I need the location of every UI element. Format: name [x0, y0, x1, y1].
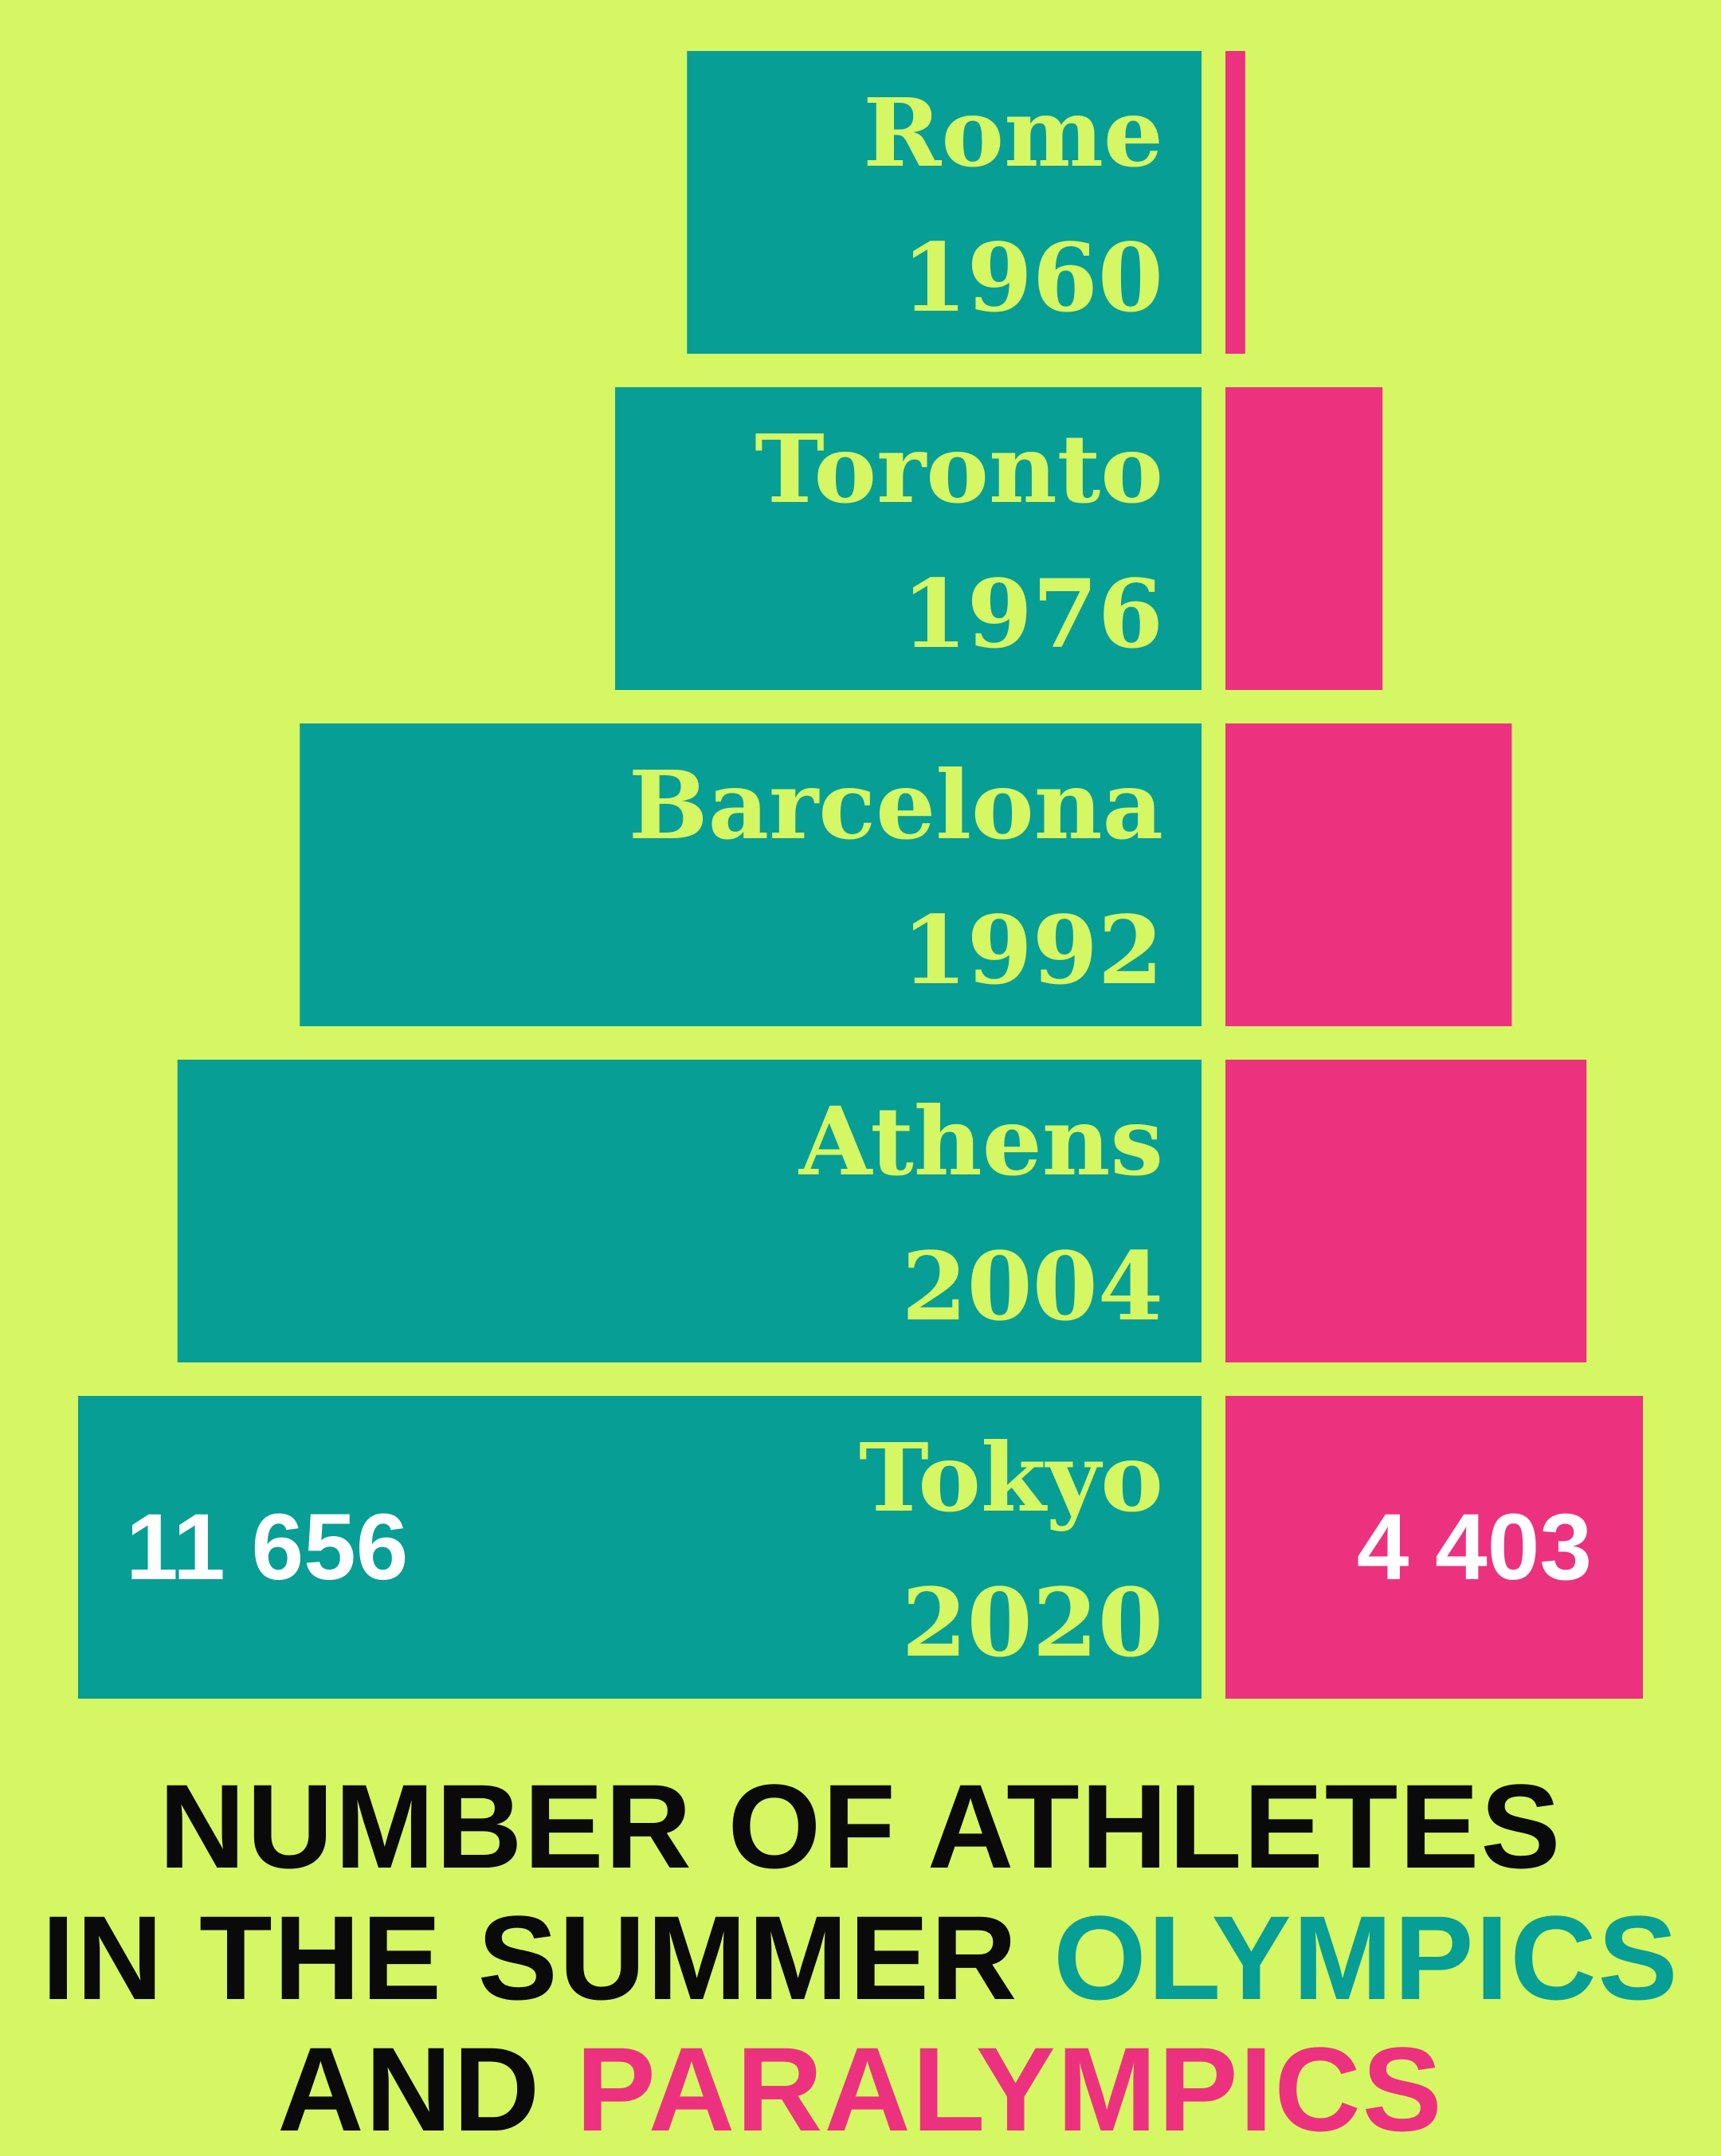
year-label-tokyo: 2020	[902, 1567, 1163, 1678]
paralympics-bar-barcelona	[1225, 723, 1512, 1026]
year-label-rome: 1960	[902, 222, 1163, 333]
olympics-bar-toronto	[615, 387, 1202, 690]
olympics-bar-athens	[177, 1060, 1202, 1362]
athletes-chart: Rome 1960 Toronto 1976 Barcelona 1992 Athens 20…	[78, 51, 1643, 1699]
paralympics-bar-rome	[1225, 51, 1245, 354]
city-label-rome: Rome	[863, 77, 1163, 188]
paralympics-bar-toronto	[1225, 387, 1383, 690]
paralympics-value-label: 4 403	[1357, 1495, 1592, 1600]
title-line-3-prefix: AND	[277, 2022, 576, 2156]
olympics-value-label: 11 656	[126, 1495, 408, 1600]
year-label-barcelona: 1992	[902, 895, 1163, 1005]
year-label-athens: 2004	[902, 1231, 1163, 1342]
olympics-bar-barcelona	[300, 723, 1202, 1026]
city-label-barcelona: Barcelona	[629, 750, 1163, 860]
city-label-athens: Athens	[798, 1086, 1163, 1197]
title-line-1: NUMBER OF ATHLETES	[159, 1759, 1562, 1893]
title-olympics-word: OLYMPICS	[1053, 1891, 1680, 2025]
olympics-bar-tokyo	[78, 1396, 1202, 1699]
title-line-3: AND PARALYMPICS	[0, 2024, 1721, 2155]
title-line-2: IN THE SUMMER OLYMPICS	[0, 1892, 1721, 2024]
paralympics-bar-athens	[1225, 1060, 1587, 1362]
year-label-toronto: 1976	[902, 559, 1163, 669]
title-line-2-prefix: IN THE SUMMER	[41, 1891, 1054, 2025]
city-label-tokyo: Tokyo	[859, 1422, 1163, 1533]
title-paralympics-word: PARALYMPICS	[575, 2022, 1444, 2156]
paralympics-bar-tokyo	[1225, 1396, 1643, 1699]
chart-title: NUMBER OF ATHLETES IN THE SUMMER OLYMPIC…	[0, 1761, 1721, 2155]
city-label-toronto: Toronto	[755, 414, 1163, 524]
olympics-bar-rome	[687, 51, 1202, 354]
